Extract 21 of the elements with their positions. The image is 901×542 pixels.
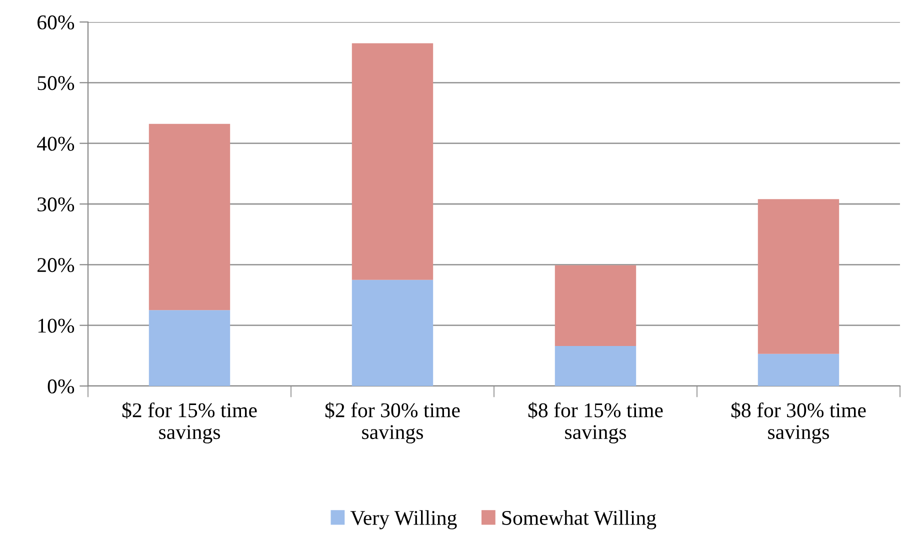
bar bbox=[352, 280, 434, 386]
y-tick-label: 20% bbox=[38, 258, 74, 272]
x-tick-label: $8 for 15% time savings bbox=[528, 402, 663, 444]
y-tick-label: 30% bbox=[38, 197, 74, 212]
bar bbox=[554, 346, 636, 386]
legend-label: Somewhat Willing bbox=[502, 510, 656, 530]
bar bbox=[758, 199, 840, 354]
x-tick-label: $2 for 30% time savings bbox=[325, 402, 460, 444]
y-tick-label: 10% bbox=[38, 318, 74, 333]
bar bbox=[758, 354, 840, 386]
bar bbox=[148, 310, 230, 386]
legend-label: Very Willing bbox=[350, 510, 457, 530]
bar bbox=[554, 265, 636, 346]
y-tick-label: 60% bbox=[38, 15, 74, 30]
y-tick-label: 50% bbox=[38, 76, 74, 90]
bar bbox=[352, 43, 434, 280]
x-tick-label: $8 for 30% time savings bbox=[731, 402, 866, 444]
x-tick-label: $2 for 15% time savings bbox=[122, 402, 257, 444]
bar bbox=[148, 124, 230, 310]
y-tick-label: 40% bbox=[37, 136, 74, 151]
y-tick-label: 0% bbox=[48, 379, 74, 394]
